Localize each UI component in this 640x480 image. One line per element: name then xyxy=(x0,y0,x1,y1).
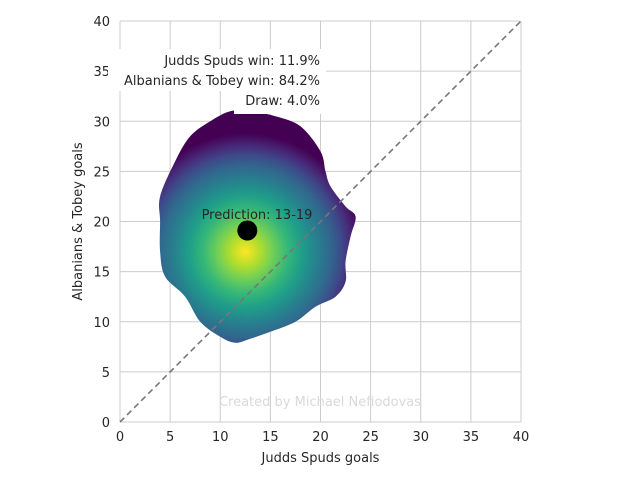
prediction-point xyxy=(237,220,258,241)
probability-box-background xyxy=(108,49,326,91)
x-tick-label: 15 xyxy=(262,430,279,445)
probability-draw: Draw: 4.0% xyxy=(245,94,320,109)
x-tick-label: 30 xyxy=(412,430,429,445)
y-tick-label: 10 xyxy=(93,316,110,331)
y-tick-label: 15 xyxy=(93,266,110,281)
y-axis-ticks: 0 5 10 15 20 25 30 35 40 xyxy=(93,15,110,431)
y-tick-label: 0 xyxy=(102,416,110,431)
y-axis-label: Albanians & Tobey goals xyxy=(71,142,86,300)
x-tick-label: 20 xyxy=(312,430,329,445)
density-region xyxy=(158,110,356,343)
x-tick-label: 0 xyxy=(116,430,124,445)
x-axis-label: Judds Spuds goals xyxy=(261,451,380,466)
y-tick-label: 40 xyxy=(93,15,110,30)
probability-away-win: Albanians & Tobey win: 84.2% xyxy=(124,74,320,89)
x-tick-label: 5 xyxy=(166,430,174,445)
x-tick-label: 25 xyxy=(362,430,379,445)
diagonal-draw-line xyxy=(119,20,522,423)
x-tick-label: 10 xyxy=(212,430,229,445)
y-tick-label: 5 xyxy=(102,366,110,381)
probability-box-background-draw xyxy=(234,90,326,114)
x-tick-label: 40 xyxy=(513,430,530,445)
y-tick-label: 30 xyxy=(93,115,110,130)
probability-box: Judds Spuds win: 11.9% Albanians & Tobey… xyxy=(108,49,326,114)
y-tick-label: 20 xyxy=(93,216,110,231)
prediction-label: Prediction: 13-19 xyxy=(202,208,313,223)
probability-home-win: Judds Spuds win: 11.9% xyxy=(163,54,320,69)
x-axis-ticks: 0 5 10 15 20 25 30 35 40 xyxy=(116,430,529,445)
x-tick-label: 35 xyxy=(463,430,480,445)
y-tick-label: 25 xyxy=(93,165,110,180)
y-tick-label: 35 xyxy=(93,65,110,80)
watermark: Created by Michael Nefiodovas xyxy=(219,395,421,410)
